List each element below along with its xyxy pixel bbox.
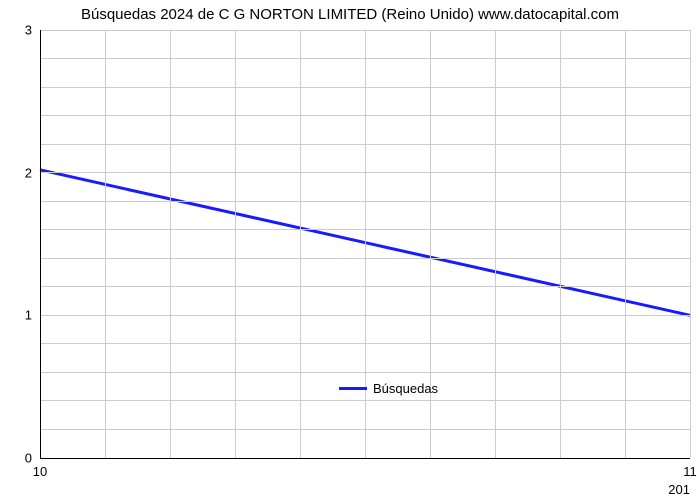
grid-line-horizontal	[40, 372, 690, 373]
grid-line-vertical	[495, 30, 496, 458]
grid-line-horizontal	[40, 229, 690, 230]
grid-line-vertical	[625, 30, 626, 458]
chart-title: Búsquedas 2024 de C G NORTON LIMITED (Re…	[0, 6, 700, 23]
x-tick-label: 10	[33, 464, 47, 479]
grid-line-horizontal	[40, 258, 690, 259]
y-tick-label: 3	[25, 23, 32, 38]
y-axis-line	[40, 30, 41, 458]
grid-line-vertical	[235, 30, 236, 458]
grid-line-horizontal	[40, 30, 690, 31]
grid-line-horizontal	[40, 429, 690, 430]
x-axis-line	[40, 458, 690, 459]
legend-label: Búsquedas	[373, 381, 438, 396]
grid-line-horizontal	[40, 286, 690, 287]
y-tick-label: 0	[25, 451, 32, 466]
grid-line-vertical	[105, 30, 106, 458]
chart-container: Búsquedas 2024 de C G NORTON LIMITED (Re…	[0, 0, 700, 500]
x-tick-label: 11	[683, 464, 697, 479]
y-tick-label: 2	[25, 165, 32, 180]
grid-line-horizontal	[40, 400, 690, 401]
grid-line-vertical	[300, 30, 301, 458]
legend: Búsquedas	[339, 381, 438, 396]
grid-line-horizontal	[40, 144, 690, 145]
grid-line-horizontal	[40, 115, 690, 116]
plot-area: Búsquedas 01231011201	[40, 30, 690, 458]
y-tick-label: 1	[25, 308, 32, 323]
grid-line-horizontal	[40, 58, 690, 59]
grid-line-horizontal	[40, 87, 690, 88]
grid-line-horizontal	[40, 201, 690, 202]
grid-line-vertical	[690, 30, 691, 458]
grid-line-horizontal	[40, 343, 690, 344]
grid-line-horizontal	[40, 172, 690, 173]
grid-line-vertical	[560, 30, 561, 458]
grid-line-horizontal	[40, 315, 690, 316]
x-axis-secondary-label: 201	[668, 482, 690, 497]
legend-swatch	[339, 387, 367, 390]
grid-line-vertical	[170, 30, 171, 458]
